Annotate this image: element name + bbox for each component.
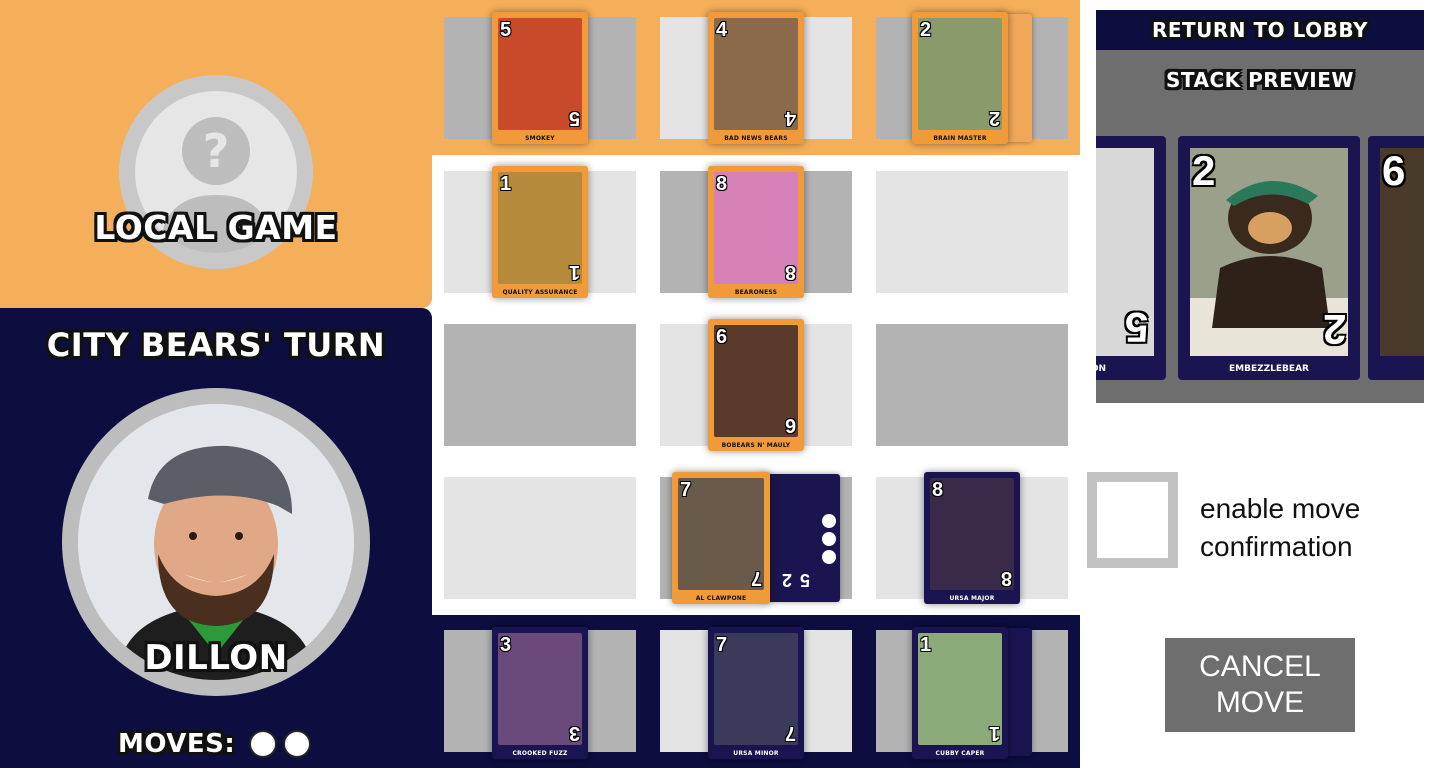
moves-label: MOVES:: [118, 729, 236, 759]
card-value: 1: [500, 173, 512, 195]
cancel-move-label-2: MOVE: [1215, 686, 1305, 719]
board-card[interactable]: 7 7 AL CLAWPONE: [672, 472, 770, 604]
card-name: BOBEARS N' MAULY: [721, 442, 791, 449]
card-value: 8: [716, 173, 728, 195]
player-photo: [78, 404, 354, 680]
card-value: 4: [784, 107, 796, 129]
preview-card-next[interactable]: 6: [1368, 136, 1424, 380]
opponent-panel: ? LOCAL GAME: [0, 0, 432, 308]
move-confirmation-label: enable move confirmation: [1200, 493, 1361, 562]
card-name: QUALITY ASSURANCE: [502, 289, 578, 296]
move-token: [249, 730, 278, 758]
card-value: 8: [784, 261, 796, 283]
card-value: 4: [716, 19, 728, 41]
preview-card-current[interactable]: 2 2 EMBEZZLEBEAR: [1178, 136, 1360, 380]
card-value: 3: [500, 634, 512, 656]
card-value: 3: [568, 722, 580, 744]
card-value: 7: [680, 479, 692, 501]
card-value: 8: [1000, 567, 1012, 589]
turn-indicator: CITY BEARS' TURN: [46, 326, 386, 364]
player-avatar: [62, 388, 370, 696]
return-to-lobby-button[interactable]: RETURN TO LOBBY: [1096, 10, 1424, 50]
card-value: 8: [932, 479, 944, 501]
preview-card-name: EMBEZZLEBEAR: [1229, 364, 1309, 374]
card-value: 7: [784, 722, 796, 744]
svg-text:?: ?: [203, 124, 230, 178]
card-value: 1: [568, 261, 580, 283]
bear-illustration: [1190, 148, 1348, 356]
card-stack[interactable]: 5 2: [760, 474, 840, 602]
board-card[interactable]: 1 1 QUALITY ASSURANCE: [492, 166, 588, 298]
preview-card-prev[interactable]: 5 ON: [1096, 136, 1166, 380]
player-name: DILLON: [144, 638, 288, 678]
card-name: URSA MINOR: [733, 750, 779, 757]
card-value: 6: [784, 414, 796, 436]
stack-card-value: 2: [781, 570, 792, 590]
preview-card-name: ON: [1096, 364, 1106, 374]
stack-preview-panel: STACK PREVIEW 5 ON 2 2 EMBEZZLEBEAR 6: [1096, 50, 1424, 403]
move-token: [283, 730, 312, 758]
card-value: 5: [500, 19, 512, 41]
card-value: 2: [988, 107, 1000, 129]
board-slot[interactable]: [876, 171, 1068, 293]
board-card[interactable]: 8 8 URSA MAJOR: [924, 472, 1020, 604]
player-hand-card[interactable]: 1 1 CUBBY CAPER: [912, 627, 1008, 759]
card-name: CROOKED FUZZ: [512, 750, 568, 757]
card-value: 6: [716, 326, 728, 348]
opponent-card[interactable]: 2 2 BRAIN MASTER: [912, 12, 1008, 144]
cancel-move-label-1: CANCEL: [1199, 650, 1321, 683]
cancel-move-button[interactable]: CANCEL MOVE: [1165, 638, 1355, 732]
unknown-user-icon: ?: [160, 117, 272, 253]
preview-card-value: 2: [1322, 306, 1346, 353]
board-slot[interactable]: [876, 324, 1068, 446]
moves-indicator: MOVES:: [118, 726, 317, 762]
card-value: 5: [568, 107, 580, 129]
board-slot[interactable]: [444, 477, 636, 599]
preview-card-value: 5: [1124, 304, 1148, 351]
card-value: 1: [920, 634, 932, 656]
opponent-card[interactable]: 5 5 SMOKEY: [492, 12, 588, 144]
player-hand-card[interactable]: 7 7 URSA MINOR: [708, 627, 804, 759]
card-value: 1: [988, 722, 1000, 744]
stack-count-icon: [822, 514, 836, 564]
card-name: CUBBY CAPER: [935, 750, 985, 757]
player-panel: CITY BEARS' TURN DILLON MOVES:: [0, 308, 432, 768]
stack-preview-title: STACK PREVIEW: [1166, 68, 1354, 92]
preview-card-value: 2: [1192, 147, 1216, 194]
board-card[interactable]: 8 8 BEARONESS: [708, 166, 804, 298]
card-value: 2: [920, 19, 932, 41]
stack-card-value: 5: [799, 570, 810, 590]
opponent-card[interactable]: 4 4 BAD NEWS BEARS: [708, 12, 804, 144]
board-card[interactable]: 6 6 BOBEARS N' MAULY: [708, 319, 804, 451]
move-confirmation-checkbox[interactable]: [1087, 472, 1178, 568]
card-name: URSA MAJOR: [949, 595, 995, 602]
card-value: 7: [750, 567, 762, 589]
opponent-label: LOCAL GAME: [94, 208, 338, 247]
card-name: BAD NEWS BEARS: [724, 135, 788, 142]
card-name: AL CLAWPONE: [695, 595, 747, 602]
card-name: BRAIN MASTER: [933, 135, 987, 142]
card-name: BEARONESS: [734, 289, 778, 296]
preview-card-value: 6: [1382, 147, 1406, 194]
card-value: 7: [716, 634, 728, 656]
player-hand-card[interactable]: 3 3 CROOKED FUZZ: [492, 627, 588, 759]
board-slot[interactable]: [444, 324, 636, 446]
opponent-avatar: ?: [119, 75, 313, 269]
card-name: SMOKEY: [525, 135, 555, 142]
